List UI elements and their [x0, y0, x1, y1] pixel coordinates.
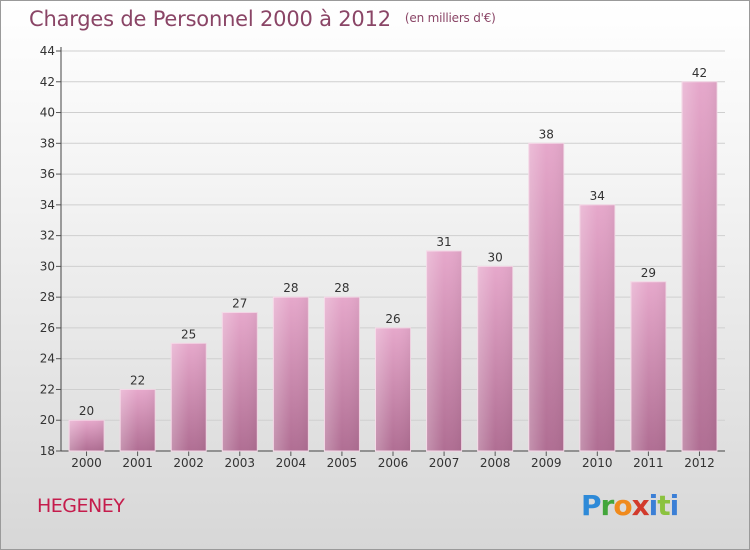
y-tick-label: 40 [40, 106, 55, 120]
x-tick-label: 2007 [429, 456, 460, 470]
y-tick-label: 42 [40, 75, 55, 89]
x-tick-label: 2001 [122, 456, 153, 470]
proxiti-logo: Proxiti [581, 489, 679, 522]
data-label: 20 [79, 404, 94, 418]
x-tick-label: 2011 [633, 456, 664, 470]
y-tick-label: 44 [40, 44, 55, 58]
y-tick-label: 24 [40, 352, 55, 366]
data-label: 25 [181, 327, 196, 341]
chart-title-text: Charges de Personnel 2000 à 2012 [29, 7, 391, 31]
data-label: 34 [590, 189, 605, 203]
y-tick-label: 20 [40, 413, 55, 427]
chart-subtitle: (en milliers d'€) [404, 11, 496, 25]
data-label: 38 [539, 127, 554, 141]
y-tick-label: 34 [40, 198, 55, 212]
bar-highlight [324, 297, 360, 451]
bars [68, 81, 718, 452]
bar-highlight [120, 389, 156, 451]
x-tick-label: 2000 [71, 456, 102, 470]
x-tick-label: 2009 [531, 456, 562, 470]
y-tick-label: 36 [40, 167, 55, 181]
data-label: 22 [130, 373, 145, 387]
bar-highlight [171, 343, 207, 451]
data-label: 26 [385, 312, 400, 326]
x-tick-label: 2003 [224, 456, 255, 470]
x-tick-label: 2010 [582, 456, 613, 470]
data-label: 27 [232, 297, 247, 311]
x-tick-label: 2002 [173, 456, 204, 470]
x-tick-label: 2008 [480, 456, 511, 470]
bar-highlight [375, 327, 411, 451]
bar-highlight [528, 143, 564, 452]
x-tick-label: 2004 [276, 456, 307, 470]
data-label: 28 [334, 281, 349, 295]
data-label: 29 [641, 266, 656, 280]
x-tick-label: 2005 [327, 456, 358, 470]
bar-highlight [273, 297, 309, 451]
y-tick-label: 28 [40, 290, 55, 304]
y-tick-label: 18 [40, 444, 55, 458]
data-label: 28 [283, 281, 298, 295]
chart-title: Charges de Personnel 2000 à 2012 (en mill… [29, 7, 496, 31]
data-label: 30 [488, 250, 503, 264]
commune-name: HEGENEY [37, 495, 125, 517]
data-labels: 20 22 25 27 28 28 26 31 30 38 34 29 42 [79, 66, 707, 418]
data-label: 31 [436, 235, 451, 249]
data-label: 42 [692, 66, 707, 80]
y-tick-label: 38 [40, 136, 55, 150]
bar-highlight [681, 81, 717, 452]
y-tick-label: 32 [40, 229, 55, 243]
bar-highlight [426, 251, 462, 451]
bar-highlight [630, 281, 666, 451]
x-tick-label: 2006 [378, 456, 409, 470]
x-tick-label: 2012 [684, 456, 715, 470]
axes: 18 20 22 24 26 28 30 32 34 36 38 40 42 44 2000 2001 2002… [40, 44, 725, 470]
y-tick-label: 22 [40, 382, 55, 396]
bar-highlight [477, 266, 513, 451]
y-tick-label: 26 [40, 321, 55, 335]
bar-highlight [69, 420, 105, 451]
bar-highlight [222, 312, 258, 451]
y-tick-label: 30 [40, 259, 55, 273]
bar-highlight [579, 204, 615, 451]
